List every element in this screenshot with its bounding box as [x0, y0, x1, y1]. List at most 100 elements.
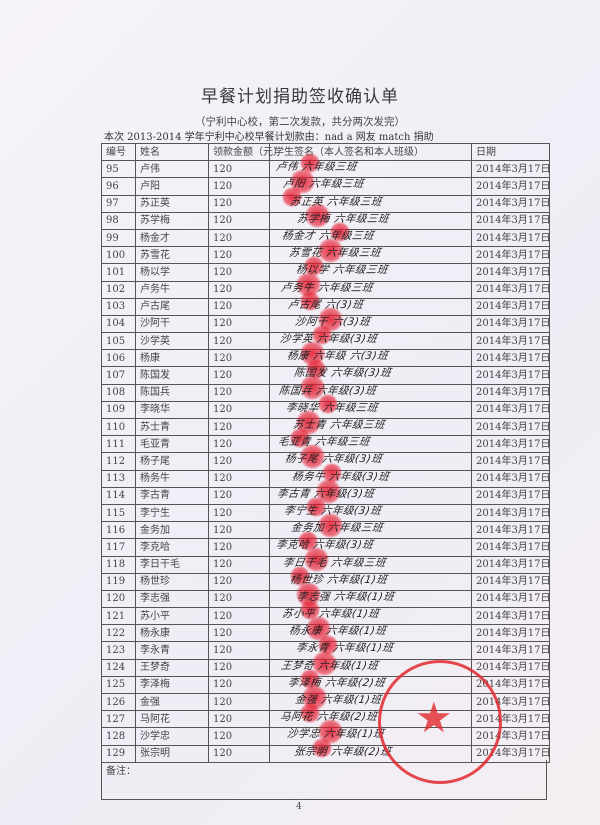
red-fingerprint [318, 393, 338, 414]
table-row: 107 陈国发 120 陈国发 六年级(3)班 2014年3月17日 [101, 366, 551, 385]
date-cell: 2014年3月17日 [471, 589, 551, 609]
red-fingerprint [306, 497, 326, 517]
amount-cell: 120 [208, 607, 270, 626]
date-cell: 2014年3月17日 [471, 486, 551, 505]
date-cell: 2014年3月17日 [471, 211, 551, 230]
student-signature-cell: 李古青 六年级(3)班 [269, 486, 472, 505]
red-fingerprint [282, 187, 302, 208]
amount-cell: 120 [208, 297, 270, 316]
date-cell: 2014年3月17日 [471, 400, 551, 420]
amount-cell: 120 [208, 160, 270, 179]
student-name-cell: 李日干毛 [135, 555, 209, 574]
row-number-cell: 117 [101, 538, 136, 557]
student-name-cell: 苏雪花 [135, 246, 209, 265]
handwritten-signature: 王梦奇 六年级(1)班 [280, 659, 380, 672]
table-row: 96 卢阳 120 卢阳 六年级三班 2014年3月17日 [101, 177, 551, 196]
student-signature-cell: 金务加 六年级三班 [269, 521, 472, 540]
handwritten-signature: 李晓华 六年级三班 [285, 401, 379, 414]
date-cell: 2014年3月17日 [471, 641, 551, 660]
student-name-cell: 李宁生 [135, 503, 209, 523]
date-cell: 2014年3月17日 [471, 228, 551, 248]
handwritten-signature: 陈国发 六年级(3)班 [293, 367, 393, 380]
handwritten-signature: 卢古尾 六(3)班 [287, 298, 365, 311]
amount-cell: 120 [208, 194, 270, 213]
red-fingerprint [312, 325, 332, 345]
amount-cell: 120 [208, 572, 270, 591]
amount-cell: 120 [208, 727, 270, 746]
table-row: 120 李志强 120 李志强 六年级(1)班 2014年3月17日 [101, 589, 551, 609]
row-number-cell: 121 [101, 607, 136, 626]
red-fingerprint [300, 153, 320, 173]
red-fingerprint [330, 221, 350, 242]
student-name-cell: 杨务牛 [135, 469, 209, 488]
row-number-cell: 107 [101, 366, 136, 385]
student-name-cell: 李晓华 [135, 400, 209, 420]
date-cell: 2014年3月17日 [471, 263, 551, 282]
row-number-cell: 125 [101, 675, 136, 695]
student-signature-cell: 苏学梅 六年级三班 [269, 211, 472, 230]
date-cell: 2014年3月17日 [471, 624, 551, 643]
signoff-table: 编号 姓名 领款金额（元） 学生签名（本人签名和本人班级） 日期 95 卢伟 120… [101, 142, 551, 763]
red-fingerprint [312, 737, 332, 758]
table-row: 116 金务加 120 金务加 六年级三班 2014年3月17日 [101, 521, 551, 540]
table-row: 105 沙学英 120 沙学英 六年级(3)班 2014年3月17日 [101, 332, 551, 351]
student-signature-cell: 李宁生 六年级(3)班 [269, 503, 472, 523]
date-cell: 2014年3月17日 [471, 469, 551, 488]
date-cell: 2014年3月17日 [471, 177, 551, 196]
student-signature-cell: 杨永康 六年级(1)班 [269, 624, 472, 643]
amount-cell: 120 [208, 280, 270, 299]
amount-cell: 120 [208, 435, 270, 454]
student-signature-cell: 杨金才 六年级三班 [269, 228, 472, 248]
row-number-cell: 112 [101, 452, 136, 471]
amount-cell: 120 [208, 400, 270, 420]
student-name-cell: 苏正英 [135, 194, 209, 213]
table-row: 104 沙阿干 120 沙阿干 六(3)班 2014年3月17日 [101, 314, 551, 334]
table-row: 117 李克哈 120 李克哈 六年级(3)班 2014年3月17日 [101, 538, 551, 557]
student-name-cell: 杨永康 [135, 624, 209, 643]
red-fingerprint [322, 462, 342, 483]
row-number-cell: 120 [101, 589, 136, 609]
student-name-cell: 沙学英 [135, 332, 209, 351]
table-row: 121 苏小平 120 苏小平 六年级(1)班 2014年3月17日 [101, 607, 551, 626]
handwritten-signature: 杨务牛 六年级(3)班 [291, 470, 391, 483]
student-name-cell: 金务加 [135, 521, 209, 540]
row-number-cell: 104 [101, 314, 136, 334]
page-number: 4 [296, 802, 302, 812]
handwritten-signature: 金强 六年级(1)班 [294, 694, 383, 706]
student-name-cell: 杨康 [135, 349, 209, 368]
red-fingerprint [298, 531, 318, 552]
amount-cell: 120 [208, 228, 270, 248]
header-name: 姓名 [135, 142, 209, 162]
row-number-cell: 99 [101, 228, 136, 248]
date-cell: 2014年3月17日 [471, 246, 551, 265]
row-number-cell: 114 [101, 486, 136, 505]
amount-cell: 120 [208, 555, 270, 574]
date-cell: 2014年3月17日 [471, 383, 551, 402]
handwritten-signature: 陈国兵 六年级(3)班 [278, 384, 378, 397]
student-signature-cell: 苏小平 六年级(1)班 [269, 607, 472, 626]
student-signature-cell: 杨世珍 六年级(1)班 [269, 572, 472, 591]
amount-cell: 120 [208, 246, 270, 265]
student-signature-cell: 李永青 六年级(1)班 [269, 641, 472, 660]
table-row: 122 杨永康 120 杨永康 六年级(1)班 2014年3月17日 [101, 624, 551, 643]
header-number: 编号 [101, 142, 136, 162]
row-number-cell: 118 [101, 555, 136, 574]
student-signature-cell: 李晓华 六年级三班 [269, 400, 472, 420]
student-name-cell: 李克哈 [135, 538, 209, 557]
amount-cell: 120 [208, 314, 270, 334]
red-fingerprint [300, 669, 320, 689]
document-subtitle: （宁利中心校，第二次发款，共分两次发完） [195, 116, 405, 128]
amount-cell: 120 [208, 624, 270, 643]
red-fingerprint [306, 359, 326, 380]
amount-cell: 120 [208, 658, 270, 677]
date-cell: 2014年3月17日 [471, 332, 551, 351]
student-name-cell: 苏士青 [135, 417, 209, 437]
student-signature-cell: 沙阿干 六(3)班 [269, 314, 472, 334]
date-cell: 2014年3月17日 [471, 280, 551, 299]
student-name-cell: 李泽梅 [135, 675, 209, 695]
handwritten-signature: 卢阳 六年级三班 [282, 178, 365, 191]
student-signature-cell: 卢务牛 六年级三班 [269, 280, 472, 299]
student-signature-cell: 杨康 六年级 六(3)班 [269, 349, 472, 368]
date-cell: 2014年3月17日 [471, 297, 551, 316]
